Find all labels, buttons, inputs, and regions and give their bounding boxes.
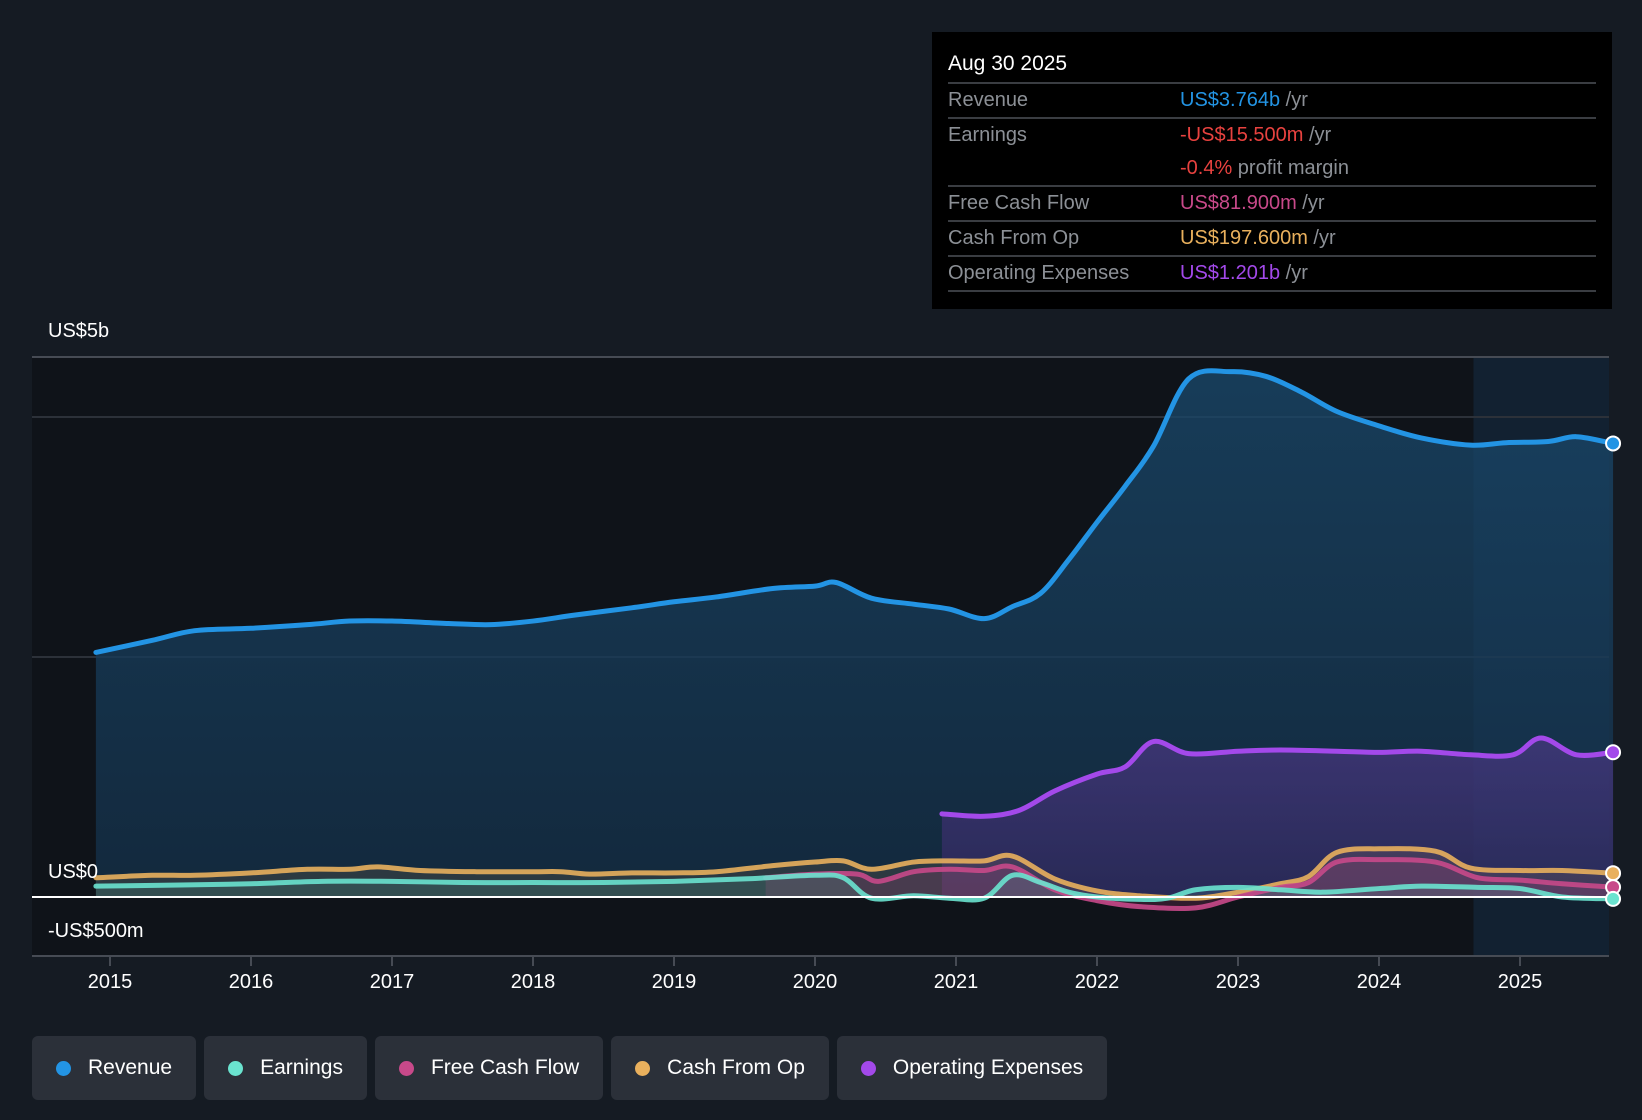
tooltip-label: Free Cash Flow — [948, 192, 1090, 214]
x-tick-label: 2017 — [370, 971, 415, 993]
legend: Revenue Earnings Free Cash Flow Cash Fro… — [32, 1036, 1108, 1100]
x-tick-label: 2021 — [934, 971, 979, 993]
revenue-end-marker — [1605, 435, 1622, 452]
cash-from-op-end-marker — [1605, 865, 1622, 882]
y-tick-label-top: US$5b — [48, 320, 110, 342]
x-tick-label: 2016 — [229, 971, 274, 993]
revenue-dot-icon — [56, 1060, 71, 1076]
legend-label: Earnings — [260, 1056, 343, 1079]
series-lines — [93, 368, 1616, 912]
operating-expenses-end-marker — [1605, 744, 1622, 761]
profit-margin-value: -0.4% — [1180, 157, 1233, 179]
legend-label: Revenue — [88, 1056, 173, 1079]
tooltip-value: US$3.764b — [1180, 89, 1281, 111]
x-tick-label: 2019 — [652, 971, 697, 993]
x-tick-label: 2023 — [1216, 971, 1261, 993]
tooltip-label: Operating Expenses — [948, 262, 1130, 284]
earnings-line — [93, 872, 1616, 903]
legend-item-cash-from-op[interactable]: Cash From Op — [611, 1036, 829, 1100]
tooltip-value: US$1.201b — [1180, 262, 1281, 284]
legend-label: Cash From Op — [667, 1056, 805, 1079]
x-tick-label: 2018 — [511, 971, 556, 993]
tooltip-row-cash-from-op: Cash From Op US$197.600m /yr — [948, 222, 1596, 257]
tooltip-row-revenue: Revenue US$3.764b /yr — [948, 84, 1596, 119]
earnings-dot-icon — [228, 1060, 244, 1076]
tooltip-value: US$81.900m — [1180, 192, 1297, 214]
tooltip-unit: /yr — [1280, 89, 1308, 111]
tooltip-unit: /yr — [1303, 124, 1332, 146]
tooltip-label: Earnings — [948, 124, 1027, 146]
cash-from-op-line — [93, 846, 1616, 901]
free-cash-flow-line — [763, 856, 1616, 912]
tooltip-value: -US$15.500m — [1180, 124, 1304, 146]
legend-item-operating-expenses[interactable]: Operating Expenses — [836, 1036, 1108, 1100]
tooltip-unit: /yr — [1280, 262, 1308, 284]
legend-item-earnings[interactable]: Earnings — [204, 1036, 367, 1100]
x-tick-label: 2025 — [1498, 971, 1543, 993]
x-tick-label: 2015 — [88, 971, 133, 993]
tooltip-unit: /yr — [1296, 192, 1325, 214]
legend-item-free-cash-flow[interactable]: Free Cash Flow — [374, 1036, 604, 1100]
x-tick-label: 2024 — [1357, 971, 1402, 993]
y-tick-label-bottom: -US$500m — [48, 920, 144, 942]
tooltip-row-operating-expenses: Operating Expenses US$1.201b /yr — [948, 257, 1596, 292]
tooltip-unit: /yr — [1307, 227, 1336, 249]
cash-from-op-dot-icon — [635, 1060, 651, 1076]
legend-label: Free Cash Flow — [430, 1056, 580, 1079]
tooltip-row-free-cash-flow: Free Cash Flow US$81.900m /yr — [948, 187, 1596, 222]
tooltip-date: Aug 30 2025 — [948, 46, 1596, 84]
legend-label: Operating Expenses — [892, 1056, 1084, 1079]
x-tick-label: 2022 — [1075, 971, 1120, 993]
revenue-line — [93, 368, 1616, 655]
series-end-markers — [1605, 435, 1622, 907]
tooltip-panel: Aug 30 2025 Revenue US$3.764b /yr Earnin… — [932, 32, 1612, 309]
x-axis-ticks: 2015 2016 2017 2018 2019 2020 2021 2022 2023 2024… — [88, 956, 1543, 993]
tooltip-label: Cash From Op — [948, 227, 1080, 249]
x-tick-label: 2020 — [793, 971, 838, 993]
earnings-end-marker — [1605, 890, 1622, 907]
tooltip-label: Revenue — [948, 89, 1029, 111]
operating-expenses-line — [939, 735, 1616, 819]
tooltip-value: US$197.600m — [1180, 227, 1308, 249]
tooltip-row-earnings: Earnings -US$15.500m /yr -0.4% profit ma… — [948, 119, 1596, 187]
profit-margin-label: profit margin — [1232, 157, 1349, 179]
legend-item-revenue[interactable]: Revenue — [32, 1036, 197, 1100]
free-cash-flow-dot-icon — [398, 1060, 414, 1076]
y-tick-label-zero: US$0 — [48, 861, 99, 883]
operating-expenses-dot-icon — [860, 1060, 876, 1076]
